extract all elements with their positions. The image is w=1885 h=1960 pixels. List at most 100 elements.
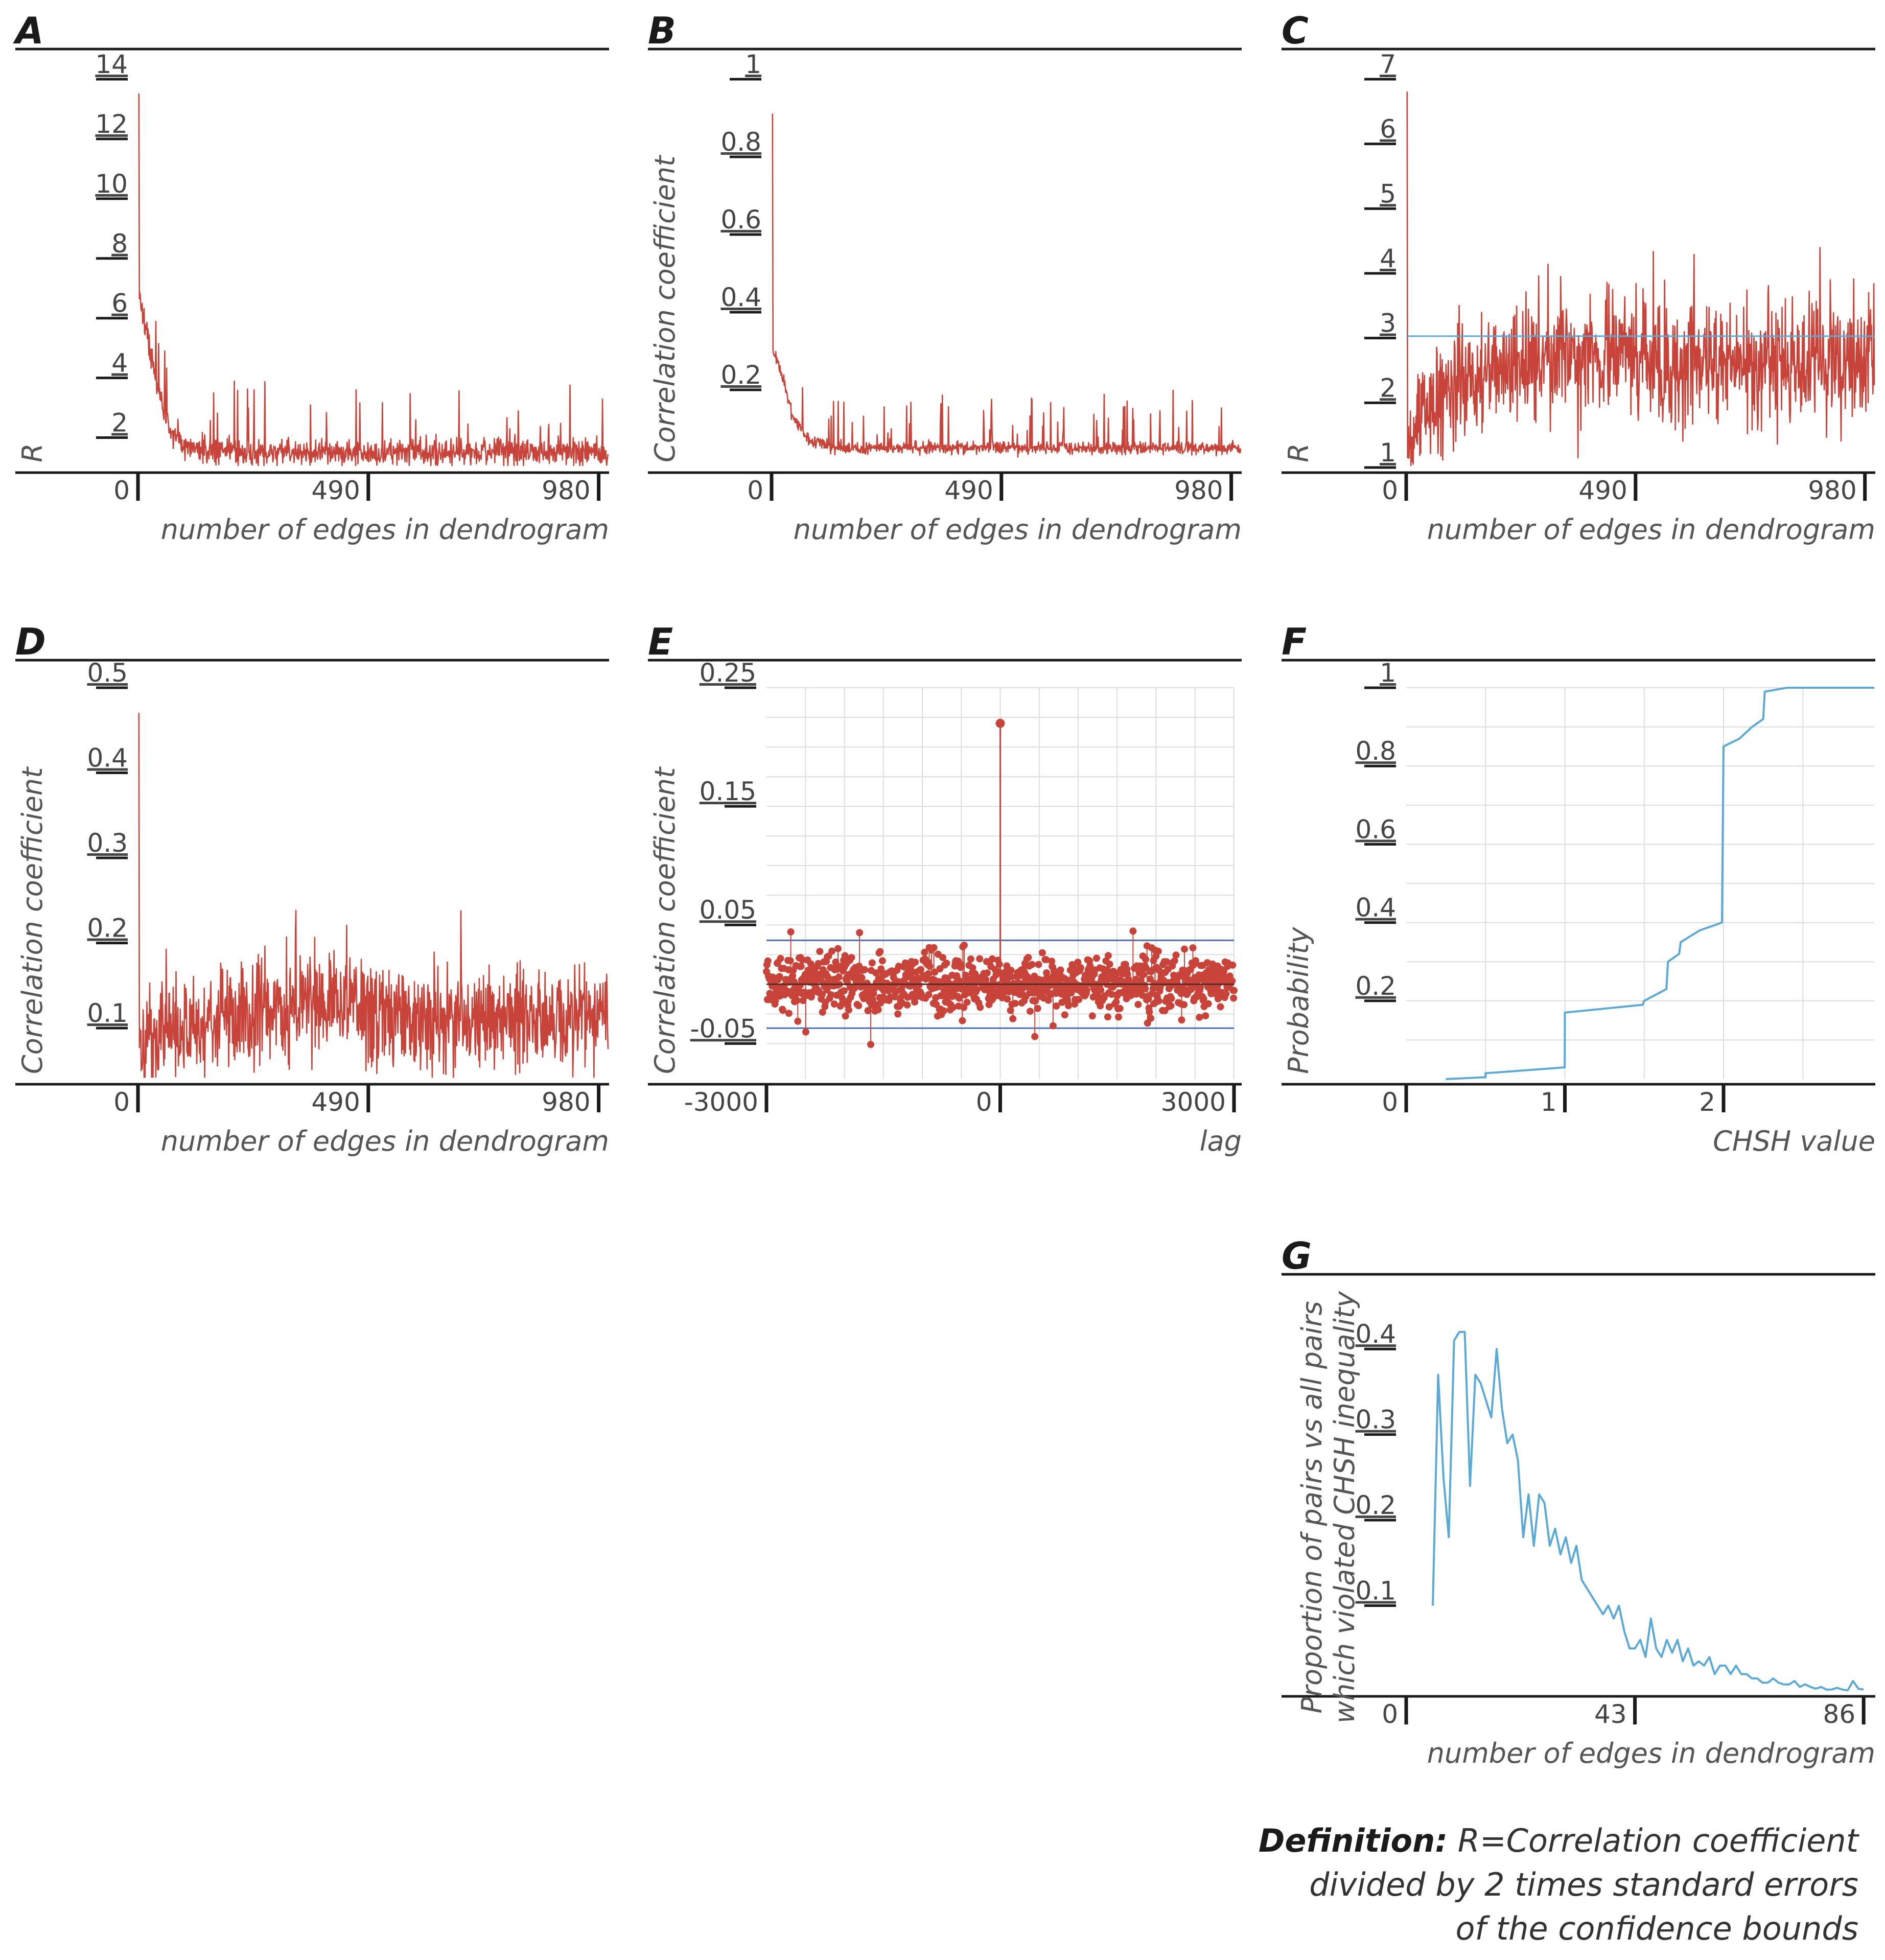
y-axis-label-line2: which violated CHSH inequality — [1329, 1291, 1361, 1723]
scatter-point — [917, 966, 924, 973]
scatter-point — [957, 961, 965, 969]
scatter-point — [1217, 1003, 1224, 1011]
y-tick-label: 2 — [1380, 373, 1396, 403]
y-tick-label: 8 — [111, 229, 128, 259]
y-tick-label: 0.1 — [87, 998, 128, 1028]
scatter-point — [930, 944, 938, 951]
y-tick-label: 0.4 — [1355, 893, 1396, 923]
y-tick-label: 1 — [1380, 438, 1396, 468]
scatter-point — [827, 991, 835, 998]
scatter-point — [1106, 961, 1113, 968]
scatter-point — [1058, 998, 1066, 1006]
y-tick-label: 0.15 — [700, 777, 756, 806]
y-tick-label: 3 — [1380, 309, 1396, 338]
scatter-point — [841, 952, 849, 960]
scatter-point — [1028, 961, 1036, 968]
scatter-point — [828, 947, 836, 955]
scatter-point — [1178, 1016, 1185, 1024]
scatter-point — [1155, 997, 1162, 1005]
y-axis-label: R — [16, 443, 49, 462]
panel-e: E -3000 0 3000 lag -0.05 0.05 0.15 0.25 Correlati… — [648, 620, 1242, 1157]
scatter-point — [1134, 1000, 1142, 1008]
series-line — [772, 113, 1242, 458]
x-tick-label: 980 — [542, 1087, 590, 1117]
y-tick-label: 0.3 — [1355, 1405, 1396, 1435]
y-tick-label: -0.05 — [690, 1014, 756, 1043]
scatter-point — [1168, 995, 1175, 1002]
panel-label-a: A — [13, 9, 44, 52]
scatter-point — [818, 991, 826, 998]
y-axis-label: Correlation coefficient — [649, 155, 681, 462]
scatter-point — [1065, 1002, 1073, 1010]
x-axis-label: CHSH value — [1713, 1125, 1875, 1157]
x-tick-label: 43 — [1594, 1699, 1627, 1729]
x-tick-label: 980 — [1808, 476, 1856, 505]
scatter-point — [867, 1041, 874, 1048]
scatter-point — [1222, 990, 1230, 998]
scatter-point — [1074, 959, 1082, 966]
scatter-point — [1057, 966, 1064, 974]
scatter-point — [1031, 1033, 1039, 1040]
definition-line1: R=Correlation coefficient — [1457, 1822, 1858, 1859]
y-tick-label: 7 — [1380, 50, 1396, 79]
x-tick-label: 490 — [311, 476, 360, 505]
series-line — [138, 93, 609, 466]
scatter-point — [903, 1001, 911, 1009]
panel-label-c: C — [1282, 9, 1309, 52]
x-tick-label: 1 — [1541, 1087, 1557, 1117]
scatter-point — [1105, 1003, 1113, 1011]
y-axis-label: Probability — [1283, 926, 1315, 1074]
scatter-point — [1196, 1014, 1203, 1021]
scatter-point — [1204, 1000, 1212, 1008]
y-tick-label: 0.8 — [720, 127, 761, 157]
scatter-point — [1088, 1012, 1096, 1020]
x-tick-label: 0 — [113, 1087, 130, 1117]
scatter-point — [830, 1000, 838, 1008]
y-tick-label: 0.2 — [720, 360, 761, 390]
scatter-point — [1094, 992, 1102, 1000]
scatter-point — [855, 1002, 863, 1010]
scatter-point — [1161, 1007, 1169, 1014]
definition-line2: divided by 2 times standard errors — [1309, 1866, 1858, 1903]
scatter-point — [840, 987, 848, 995]
scatter-point — [1230, 994, 1238, 1002]
scatter-point — [1104, 1013, 1111, 1021]
scatter-point — [789, 972, 797, 979]
scatter-point — [1069, 962, 1077, 970]
x-tick-label: 0 — [1382, 1699, 1398, 1729]
scatter-point — [925, 991, 933, 998]
scatter-point — [1202, 1012, 1209, 1020]
scatter-point — [1110, 968, 1118, 976]
scatter-point — [1086, 962, 1094, 969]
scatter-point — [1061, 1011, 1068, 1019]
scatter-point — [961, 941, 968, 949]
panel-d: D 0 490 980 number of edges in dendrogram 0.1… — [15, 620, 609, 1157]
scatter-point — [779, 1007, 786, 1014]
scatter-point — [911, 998, 919, 1006]
scatter-point — [959, 1017, 966, 1024]
scatter-point — [924, 970, 932, 977]
scatter-point — [864, 1007, 872, 1014]
scatter-point — [797, 963, 805, 970]
peak-point — [995, 718, 1005, 728]
panel-f: F 0 1 2 CHSH value 0.2 0.4 0.6 0.8 1 Probability — [1282, 620, 1875, 1157]
y-tick-label: 12 — [95, 109, 128, 139]
scatter-point — [794, 1017, 802, 1025]
scatter-point — [1181, 945, 1188, 953]
scatter-point — [931, 968, 939, 976]
scatter-point — [776, 973, 783, 981]
scatter-point — [1139, 971, 1147, 978]
scatter-point — [802, 1028, 809, 1036]
scatter-point — [785, 1010, 793, 1017]
scatter-point — [787, 928, 795, 936]
scatter-point — [1155, 967, 1163, 974]
scatter-point — [861, 966, 869, 973]
y-tick-label: 0.25 — [700, 658, 756, 688]
scatter-point — [943, 960, 950, 967]
scatter-point — [1009, 1015, 1017, 1022]
x-tick-label: 0 — [976, 1087, 992, 1117]
y-tick-label: 0.2 — [1355, 971, 1396, 1001]
scatter-point — [856, 929, 864, 937]
panel-c: C 0 490 980 number of edges in dendrogram 1 2 3… — [1282, 9, 1875, 546]
x-tick-label: 490 — [944, 476, 993, 505]
